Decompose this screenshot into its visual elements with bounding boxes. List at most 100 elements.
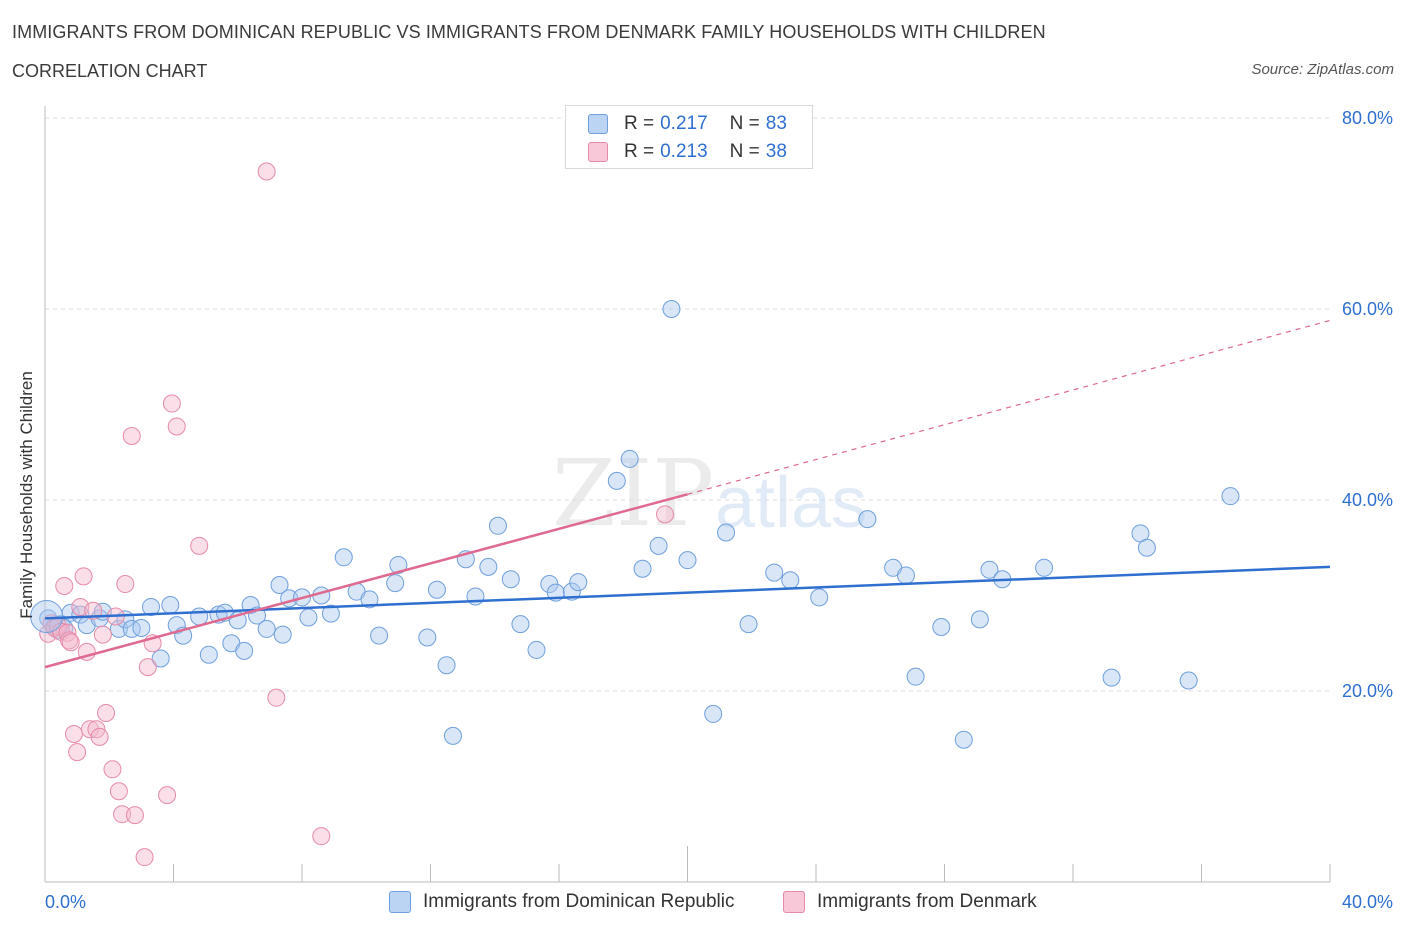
point-dominican <box>132 618 151 637</box>
point-denmark <box>80 720 99 739</box>
chart-title: IMMIGRANTS FROM DOMINICAN REPUBLIC VS IM… <box>12 22 1046 42</box>
point-dominican <box>765 563 784 582</box>
point-dominican <box>527 640 546 659</box>
point-dominican <box>569 573 588 592</box>
point-dominican <box>662 300 681 318</box>
point-dominican <box>389 555 408 574</box>
point-dominican <box>299 608 318 627</box>
point-denmark <box>167 417 186 436</box>
bottom-legend-denmark: Immigrants from Denmark <box>783 889 1037 915</box>
bottom-legend-dominican: Immigrants from Dominican Republic <box>389 889 735 915</box>
point-dominican <box>418 628 437 647</box>
legend-n-value: 83 <box>765 113 787 134</box>
axes <box>44 106 1331 883</box>
point-dominican <box>257 619 276 638</box>
point-dominican <box>190 607 209 626</box>
point-dominican <box>649 536 668 555</box>
y-tick-label: 60.0% <box>1342 299 1393 319</box>
point-denmark <box>125 806 144 825</box>
legend-r-label: R = <box>624 113 655 134</box>
legend-swatch-pink <box>588 142 608 162</box>
point-dominican <box>810 588 829 607</box>
point-dominican <box>488 516 507 535</box>
point-denmark <box>162 394 181 413</box>
point-dominican <box>704 704 723 723</box>
point-dominican <box>142 597 161 616</box>
chart-subtitle: CORRELATION CHART <box>12 61 208 81</box>
watermark-atlas: atlas <box>715 463 867 543</box>
point-dominican <box>501 570 520 589</box>
legend-swatch-blue <box>588 114 608 134</box>
legend-row-dominican: R = 0.217 N = 83 <box>588 111 787 137</box>
legend-n-value: 38 <box>765 141 787 162</box>
y-tick-label: 40.0% <box>1342 490 1393 510</box>
legend-n-label: N = <box>729 141 760 162</box>
point-dominican <box>511 615 530 634</box>
point-denmark <box>138 658 157 677</box>
legend-row-denmark: R = 0.213 N = 38 <box>588 139 787 165</box>
trend-line-denmark <box>44 493 688 669</box>
point-denmark <box>656 505 675 524</box>
point-dominican <box>386 574 405 593</box>
watermark: ZIP atlas <box>552 440 867 547</box>
point-denmark <box>109 782 128 801</box>
point-denmark <box>61 633 80 652</box>
legend-r-label: R = <box>624 141 655 162</box>
point-denmark <box>257 162 276 181</box>
point-dominican <box>334 548 353 567</box>
point-dominican <box>954 730 973 749</box>
point-dominican <box>270 575 289 594</box>
point-dominican <box>479 557 498 576</box>
trend-line-denmark-extension <box>687 319 1331 495</box>
point-dominican <box>161 596 180 615</box>
point-dominican <box>620 449 639 468</box>
y-tick-label: 80.0% <box>1342 108 1393 128</box>
point-dominican <box>122 619 141 638</box>
point-dominican <box>443 726 462 745</box>
point-dominican <box>781 571 800 590</box>
point-denmark <box>93 625 112 644</box>
point-denmark <box>90 727 109 746</box>
point-denmark <box>97 703 116 722</box>
point-denmark <box>312 827 331 846</box>
point-dominican <box>607 471 626 490</box>
point-denmark <box>158 786 177 805</box>
point-denmark <box>267 688 286 707</box>
legend-n-label: N = <box>729 113 760 134</box>
point-dominican <box>678 551 697 570</box>
y-axis-label: Family Households with Children <box>17 371 36 619</box>
point-dominican <box>437 656 456 675</box>
point-denmark <box>74 567 93 586</box>
legend-r-value: 0.213 <box>660 141 708 162</box>
data-points <box>30 162 1240 867</box>
trend-lines <box>44 319 1331 669</box>
tick-labels: 20.0% 40.0% 60.0% 80.0% 0.0% 40.0% <box>45 108 1393 912</box>
point-dominican <box>235 641 254 660</box>
point-denmark <box>64 724 83 743</box>
point-dominican <box>1221 487 1240 506</box>
point-dominican <box>360 590 379 609</box>
point-dominican <box>858 510 877 529</box>
gridlines <box>45 117 1330 692</box>
point-dominican <box>739 615 758 634</box>
stats-legend: R = 0.217 N = 83 R = 0.213 N = 38 <box>565 105 813 169</box>
bottom-legend-swatch-pink <box>783 891 805 913</box>
point-dominican <box>427 580 446 599</box>
point-dominican <box>273 625 292 644</box>
point-dominican <box>1179 671 1198 690</box>
point-dominican <box>1035 558 1054 577</box>
point-dominican <box>633 559 652 578</box>
bottom-legend-label-denmark: Immigrants from Denmark <box>817 891 1037 912</box>
point-denmark <box>68 743 87 762</box>
point-denmark <box>58 623 77 642</box>
bottom-legend-label-dominican: Immigrants from Dominican Republic <box>423 891 735 912</box>
point-dominican <box>1137 538 1156 557</box>
point-dominican <box>199 645 218 664</box>
point-dominican <box>370 626 389 645</box>
point-dominican <box>932 618 951 637</box>
point-dominican <box>970 610 989 629</box>
point-denmark <box>116 575 135 594</box>
x-tick-label: 40.0% <box>1342 892 1393 912</box>
point-dominican <box>1102 668 1121 687</box>
